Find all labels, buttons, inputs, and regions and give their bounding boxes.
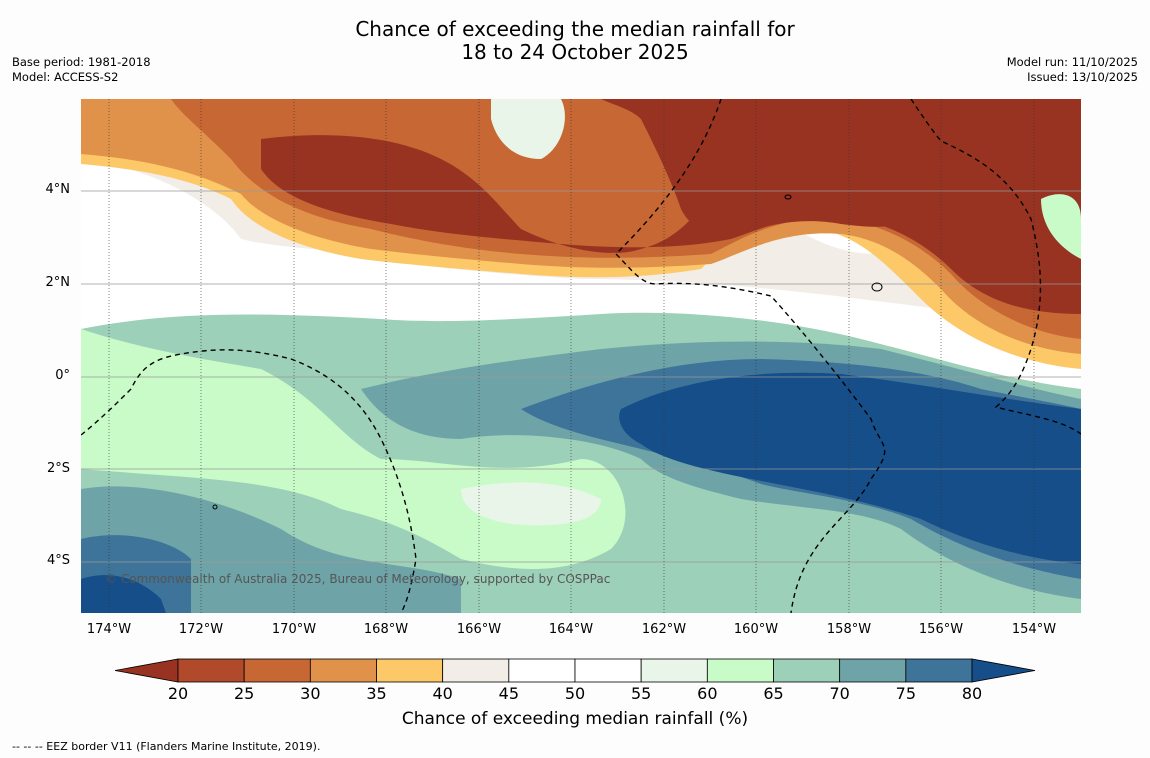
colorbar-tick-label: 60 [697,684,718,703]
colorbar-segment [574,658,642,683]
islands [212,194,883,510]
eez-borders [81,99,1081,613]
lat-label: 2°S [46,461,70,476]
lon-label: 174°W [86,622,132,637]
base-period: Base period: 1981-2018 [12,55,151,69]
colorbar-tick-label: 30 [300,684,321,703]
colorbar-segment [243,658,311,683]
lon-label: 170°W [271,622,317,637]
title-line-2: 18 to 24 October 2025 [461,40,689,64]
colorbar-segment [177,658,245,683]
island [784,194,792,200]
colorbar [114,658,1036,683]
lon-label: 172°W [178,622,224,637]
eez-border-central [615,99,886,613]
colorbar-segment [508,658,576,683]
island [871,282,883,292]
lat-label: 4°N [45,182,71,197]
colorbar-segment [640,658,708,683]
lon-label: 160°W [733,622,779,637]
colorbar-segment [706,658,774,683]
colorbar-segment [376,658,444,683]
title-line-1: Chance of exceeding the median rainfall … [355,17,795,41]
eez-border-west [81,349,417,613]
colorbar-tick-label: 35 [366,684,387,703]
colorbar-arrow-high [971,658,1036,683]
pale-patch-n [491,99,565,159]
meta-left: Base period: 1981-2018 Model: ACCESS-S2 [12,55,151,85]
eez-border-east [910,99,1081,435]
meta-right: Model run: 11/10/2025 Issued: 13/10/2025 [1007,55,1138,85]
model-run: Model run: 11/10/2025 [1006,55,1138,69]
colorbar-title: Chance of exceeding median rainfall (%) [401,709,749,729]
colorbar-arrow-low [114,658,179,683]
darkbrown-region-ne [601,99,1081,236]
lightgreen-patch-ne [1041,194,1081,259]
colorbar-tick-label: 50 [564,684,586,703]
colorbar-tick-label: 70 [829,684,850,703]
colorbar-tick-label: 40 [432,684,453,703]
colorbar-tick-label: 45 [498,684,519,703]
darkblue-region-central [619,372,1081,564]
colorbar-segment [309,658,377,683]
lat-gridlines [81,190,1081,563]
lat-label: 4°S [46,553,70,568]
lon-label: 164°W [548,622,594,637]
colorbar-segment [442,658,510,683]
lon-label: 168°W [363,622,409,637]
colorbar-tick-label: 55 [630,684,652,703]
island [212,504,218,510]
issued-date: Issued: 13/10/2025 [1027,70,1138,84]
colorbar-segment [773,658,841,683]
colorbar-tick-label: 80 [961,684,983,703]
map-panel [81,99,1081,613]
colorbar-tick-label: 65 [763,684,784,703]
chart-title: Chance of exceeding the median rainfall … [0,18,1150,64]
darkblue-region-sw [81,575,166,613]
lon-label: 158°W [826,622,872,637]
colorbar-tick-label: 20 [167,684,189,703]
colorbar-tick-label: 75 [895,684,916,703]
colorbar-segment [905,658,973,683]
colorbar-segment [839,658,907,683]
rainfall-map [81,99,1081,613]
lon-label: 166°W [456,622,502,637]
lat-label: 0° [55,368,70,383]
pale-region-s [461,482,601,526]
copyright-notice: © Commonwealth of Australia 2025, Bureau… [105,572,611,586]
model-name: Model: ACCESS-S2 [12,70,119,84]
lon-label: 156°W [918,622,964,637]
lon-label: 154°W [1011,622,1057,637]
colorbar-tick-label: 25 [233,684,255,703]
lat-label: 2°N [45,275,71,290]
footnote-eez: -- -- -- EEZ border V11 (Flanders Marine… [12,740,321,753]
lon-label: 162°W [641,622,687,637]
